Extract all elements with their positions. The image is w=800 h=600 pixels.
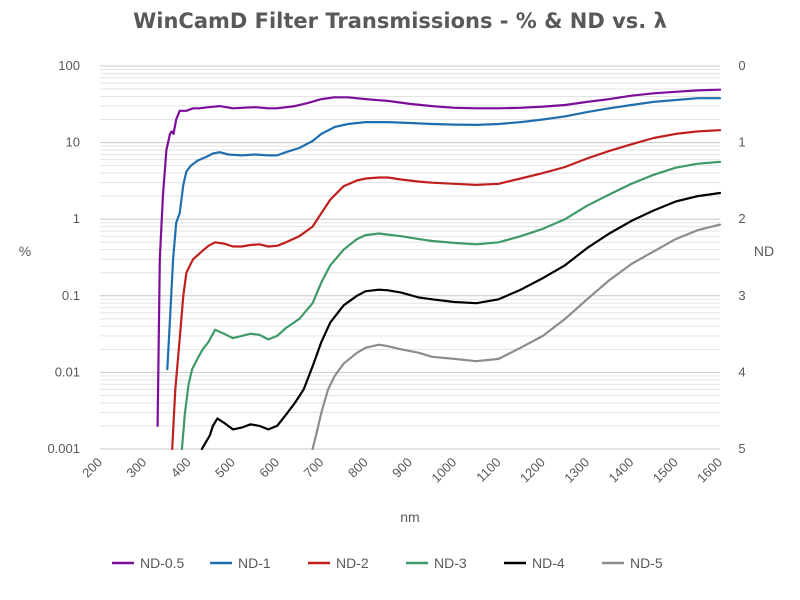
x-tick-label: 1000 xyxy=(428,455,459,486)
y2-tick-label: 0 xyxy=(738,58,745,73)
legend-label: ND-0.5 xyxy=(140,555,185,571)
y-tick-label: 0.1 xyxy=(62,288,80,303)
series-layer xyxy=(156,88,722,451)
x-tick-label: 1300 xyxy=(561,455,592,486)
x-tick-label: 800 xyxy=(345,455,371,481)
x-axis-label: nm xyxy=(400,509,419,525)
legend-label: ND-4 xyxy=(532,555,565,571)
y2-tick-label: 1 xyxy=(738,135,745,150)
legend: ND-0.5 ND-1 ND-2 ND-3 ND-4 ND-5 xyxy=(112,555,663,571)
x-tick-label: 400 xyxy=(168,455,194,481)
legend-label: ND-5 xyxy=(630,555,663,571)
series-line-nd-0.5 xyxy=(156,88,722,427)
series-line-nd-2 xyxy=(171,129,722,451)
x-tick-label: 1200 xyxy=(517,455,548,486)
y-axis-label: % xyxy=(19,243,31,259)
y-tick-label: 10 xyxy=(66,135,80,150)
series-line-nd-4 xyxy=(200,191,722,451)
x-tick-label: 900 xyxy=(389,455,415,481)
legend-label: ND-3 xyxy=(434,555,467,571)
series-line-nd-5 xyxy=(311,223,722,451)
y-tick-label: 0.001 xyxy=(47,441,80,456)
x-tick-label: 1500 xyxy=(650,455,681,486)
x-tick-label: 700 xyxy=(301,455,327,481)
x-tick-label: 500 xyxy=(212,455,238,481)
x-tick-label: 200 xyxy=(79,455,105,481)
y2-axis-ticks: 5 4 3 2 1 0 xyxy=(738,58,745,456)
chart-title: WinCamD Filter Transmissions - % & ND vs… xyxy=(133,9,667,33)
y-tick-label: 1 xyxy=(73,211,80,226)
x-tick-label: 600 xyxy=(256,455,282,481)
grid xyxy=(100,65,720,450)
y-axis-ticks: 0.001 0.01 0.1 1 10 100 xyxy=(47,58,80,456)
x-tick-label: 300 xyxy=(123,455,149,481)
series-line-nd-3 xyxy=(180,160,722,451)
x-tick-label: 1400 xyxy=(605,455,636,486)
legend-label: ND-1 xyxy=(238,555,271,571)
x-tick-label: 1600 xyxy=(694,455,725,486)
y-tick-label: 100 xyxy=(58,58,80,73)
x-tick-label: 1100 xyxy=(473,455,503,485)
y2-tick-label: 4 xyxy=(738,364,745,379)
y-tick-label: 0.01 xyxy=(55,364,80,379)
x-axis-ticks: 200 300 400 500 600 700 800 900 1000 1100 1200 1300… xyxy=(79,455,725,486)
y2-axis-label: ND xyxy=(754,243,774,259)
y2-tick-label: 2 xyxy=(738,211,745,226)
legend-label: ND-2 xyxy=(336,555,369,571)
y2-tick-label: 3 xyxy=(738,288,745,303)
series-line-nd-1 xyxy=(166,97,722,371)
y2-tick-label: 5 xyxy=(738,441,745,456)
